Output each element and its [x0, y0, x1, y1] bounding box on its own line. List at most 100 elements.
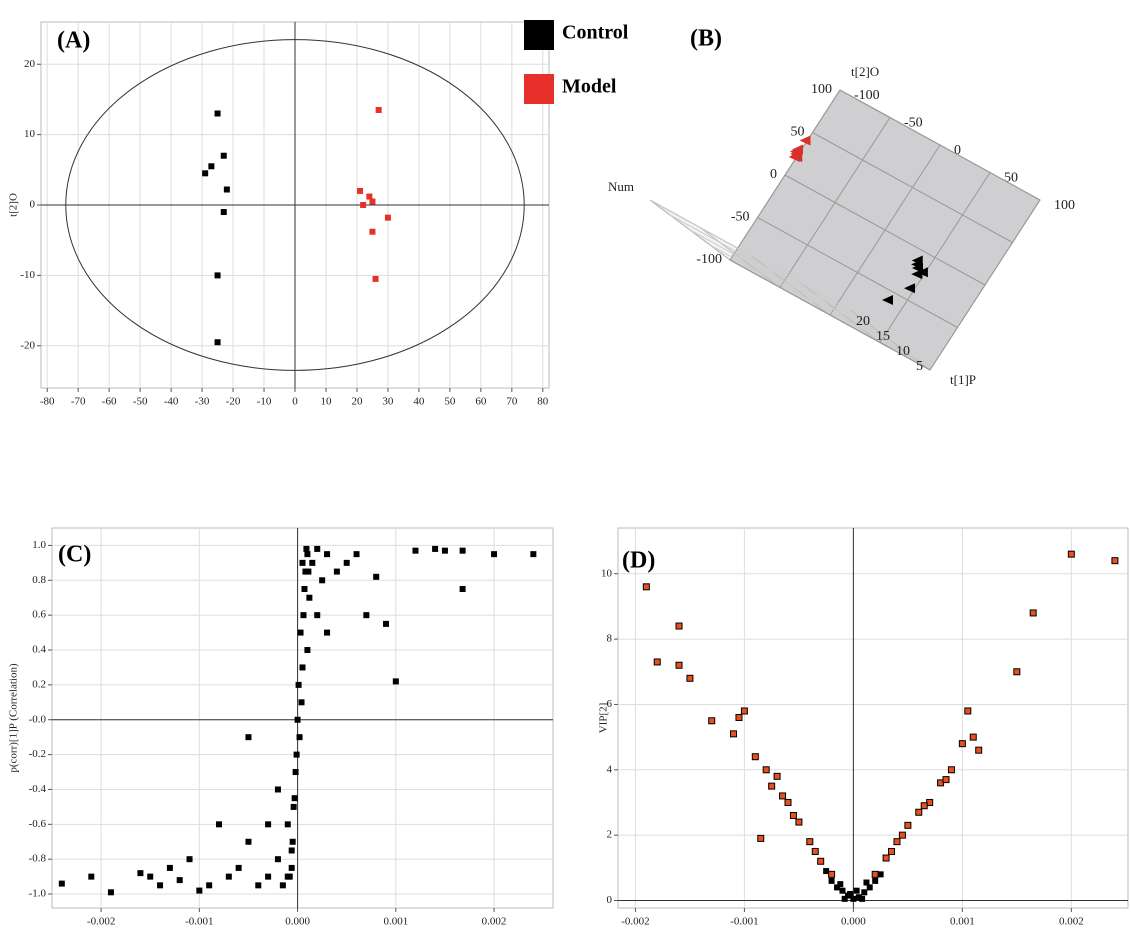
point	[916, 267, 928, 278]
z-tick-label: 15	[876, 329, 890, 344]
point	[877, 871, 884, 878]
point	[811, 847, 819, 855]
point	[882, 295, 893, 305]
y-tick-label: 0.8	[32, 574, 46, 586]
legend-swatch	[524, 74, 554, 104]
point	[459, 586, 466, 593]
x-tick-label: -10	[257, 396, 272, 408]
point	[882, 854, 890, 862]
x-tick-label: 0	[292, 396, 298, 408]
point	[220, 209, 227, 216]
point	[206, 882, 213, 889]
panel-label: (C)	[58, 542, 91, 568]
grid-line	[729, 259, 931, 371]
point	[363, 612, 370, 619]
point	[911, 255, 923, 266]
legend-label: Control	[562, 22, 629, 44]
x-tick-label: 80	[537, 396, 549, 408]
point	[216, 821, 222, 828]
grid-line	[839, 89, 1041, 201]
y-tick-label: -20	[20, 339, 35, 351]
y-tick-label: 50	[791, 125, 805, 140]
point	[369, 198, 376, 205]
point	[297, 629, 304, 636]
y-tick-label: -1.0	[29, 888, 47, 900]
point	[305, 568, 312, 575]
point	[357, 187, 364, 194]
point	[958, 740, 966, 748]
point	[208, 163, 215, 170]
y-tick-label: -0.2	[29, 748, 46, 760]
x-tick-label: 60	[475, 396, 487, 408]
grid-line	[757, 217, 958, 328]
point	[773, 772, 781, 780]
point	[58, 880, 65, 887]
point	[324, 551, 331, 558]
point	[859, 895, 866, 902]
point	[828, 870, 836, 878]
point	[675, 622, 683, 630]
point	[1111, 557, 1119, 565]
point	[904, 283, 915, 294]
x-tick-label: 30	[382, 396, 394, 408]
point	[289, 838, 296, 845]
y-tick-label: 1.0	[32, 539, 46, 551]
x-tick-label: 70	[506, 396, 518, 408]
point	[306, 594, 313, 601]
point	[274, 856, 281, 863]
point	[964, 707, 972, 715]
point	[279, 882, 286, 889]
x-tick-label: 0.002	[482, 916, 507, 928]
point	[861, 889, 868, 896]
legend-swatch	[524, 20, 554, 50]
x-tick-label: 0.001	[383, 916, 408, 928]
point	[847, 890, 854, 897]
point	[642, 583, 650, 591]
x-tick-label: -20	[226, 396, 241, 408]
y-tick-label: 0	[607, 894, 613, 906]
point	[375, 106, 382, 113]
point	[324, 629, 331, 636]
y-tick-label: -0.6	[29, 818, 47, 830]
point	[441, 547, 448, 554]
point	[196, 887, 203, 894]
point	[828, 877, 835, 884]
grid-line	[784, 174, 986, 286]
point	[353, 551, 360, 558]
point	[1029, 609, 1037, 617]
point	[295, 681, 302, 688]
y-tick-label: -0.4	[29, 783, 47, 795]
point	[314, 545, 321, 552]
x-tick-label: 100	[1054, 198, 1075, 213]
z-tick-label: 10	[896, 344, 910, 359]
point	[245, 734, 252, 741]
point	[300, 612, 307, 619]
x-tick-label: -50	[904, 116, 923, 131]
y-tick-label: 10	[24, 128, 36, 140]
point	[286, 873, 293, 880]
point	[304, 647, 311, 654]
point	[319, 577, 326, 584]
point	[841, 895, 848, 902]
point	[799, 135, 811, 146]
point	[708, 717, 716, 725]
y-tick-label: 100	[811, 82, 832, 97]
x-tick-label: 0	[954, 143, 961, 158]
point	[412, 547, 419, 554]
point	[735, 714, 743, 722]
x-tick-label: -60	[102, 396, 117, 408]
panel-label: (A)	[57, 28, 90, 54]
point	[789, 812, 797, 820]
point	[757, 834, 765, 842]
point	[225, 873, 232, 880]
y-tick-label: 0	[770, 167, 777, 182]
x-tick-label: 0.002	[1059, 916, 1084, 928]
point	[806, 838, 814, 846]
point	[220, 152, 227, 159]
point	[157, 882, 164, 889]
point	[265, 873, 272, 880]
point	[214, 339, 221, 346]
x-tick-label: 10	[320, 396, 332, 408]
point	[176, 877, 183, 884]
point	[855, 894, 862, 901]
